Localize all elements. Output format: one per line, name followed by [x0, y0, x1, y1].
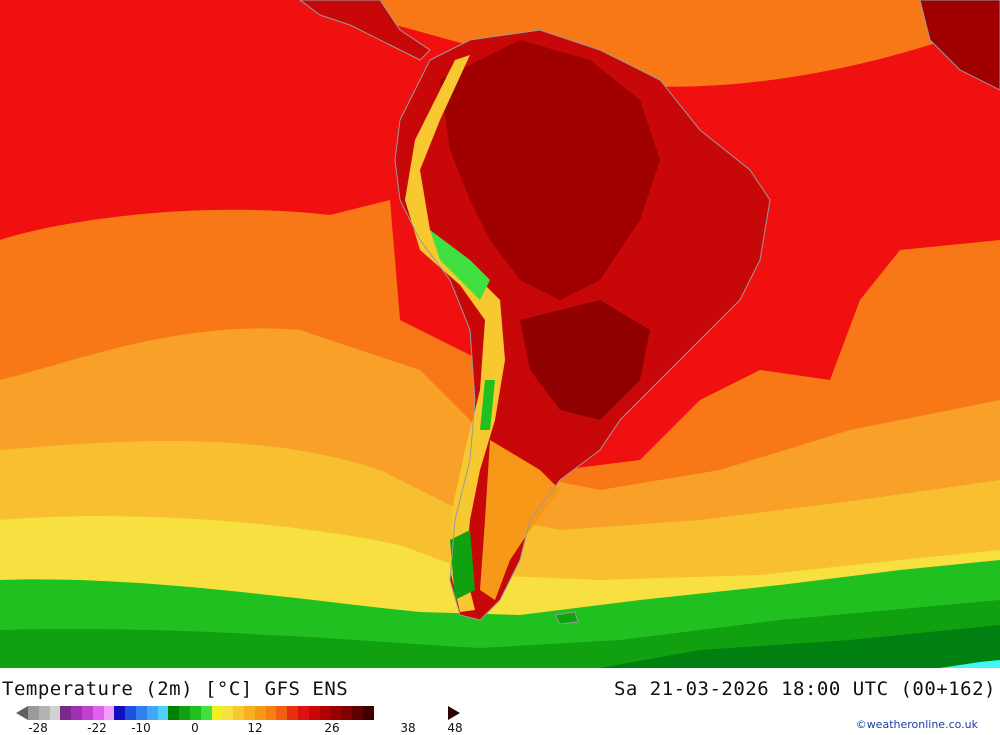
valid-time: Sa 21-03-2026 18:00 UTC (00+162) [613, 678, 996, 700]
legend-swatch [92, 706, 104, 720]
amazon-hot-region [440, 40, 660, 300]
legend-swatch [233, 706, 244, 720]
ocean-darkgreen-band [600, 625, 1000, 668]
patagonia-orange [480, 440, 560, 600]
legend-swatch [254, 706, 266, 720]
falkland-islands [554, 611, 579, 625]
legend-tick: 0 [191, 721, 199, 735]
patagonia-green-patch [450, 530, 475, 600]
legend-swatch [351, 706, 363, 720]
andes-green-patch [480, 380, 495, 430]
legend-swatch [297, 706, 309, 720]
legend-swatch [287, 706, 298, 720]
legend-tick: -28 [28, 721, 48, 735]
credit-link[interactable]: ©weatheronline.co.uk [855, 718, 978, 731]
legend-tick: -22 [87, 721, 107, 735]
footer-bar: Temperature (2m) [°C] GFS ENS Sa 21-03-2… [0, 668, 1000, 735]
central-america [299, 0, 431, 61]
legend-tick: -10 [131, 721, 151, 735]
legend-swatch [125, 706, 136, 720]
legend-swatch [135, 706, 147, 720]
legend-swatch [243, 706, 255, 720]
legend-swatch [81, 706, 93, 720]
legend-swatch [71, 706, 82, 720]
legend-color-bar [28, 706, 374, 720]
legend-tick: 38 [400, 721, 416, 735]
legend-swatch [168, 706, 180, 720]
legend-swatch [362, 706, 374, 720]
northeast-landmass [919, 0, 1000, 91]
legend-swatch [38, 706, 50, 720]
cold-cyan-patch [940, 660, 1000, 668]
chart-title: Temperature (2m) [°C] GFS ENS [2, 678, 349, 700]
andes-cool-strip [405, 55, 505, 612]
legend-swatch [179, 706, 190, 720]
legend-swatch [319, 706, 331, 720]
legend-swatch [157, 706, 169, 720]
legend-swatch [265, 706, 277, 720]
legend-swatch [200, 706, 212, 720]
legend-swatch [222, 706, 234, 720]
legend-tick: 12 [247, 721, 263, 735]
legend-swatch [341, 706, 352, 720]
legend-tick: 26 [324, 721, 340, 735]
legend-swatch [146, 706, 158, 720]
legend-swatch [103, 706, 115, 720]
legend-swatch [330, 706, 342, 720]
legend-swatch [211, 706, 223, 720]
legend-swatch [60, 706, 72, 720]
altiplano-green [430, 230, 490, 300]
color-legend: -28 -22 -10 0 12 26 38 48 [0, 704, 470, 735]
legend-swatch [276, 706, 288, 720]
legend-swatch [114, 706, 126, 720]
legend-tick: 48 [447, 721, 463, 735]
legend-swatch [308, 706, 320, 720]
interior-hot-region [520, 300, 650, 420]
legend-max-arrow [448, 706, 460, 720]
legend-swatch [28, 706, 39, 720]
map-canvas [0, 0, 1000, 668]
legend-min-arrow [16, 706, 28, 720]
coastline [394, 29, 771, 621]
legend-swatch [49, 706, 61, 720]
temperature-map [0, 0, 1000, 668]
legend-swatch [189, 706, 201, 720]
